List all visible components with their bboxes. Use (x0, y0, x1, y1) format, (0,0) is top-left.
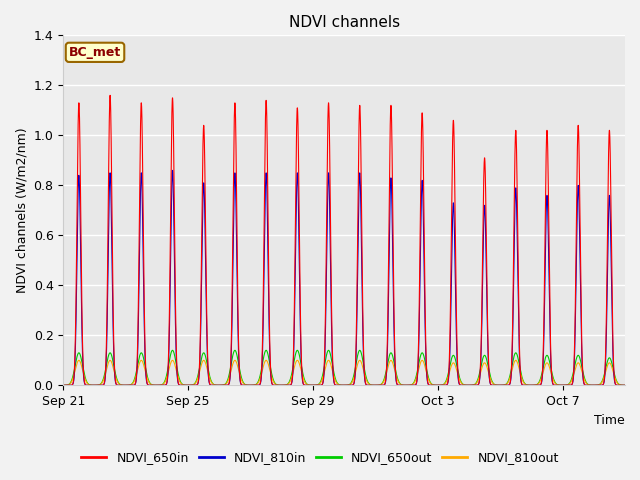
NDVI_810out (612, 377, 620, 383)
Text: BC_met: BC_met (69, 46, 121, 59)
NDVI_650out (403, 383, 411, 388)
NDVI_810in (210, 383, 218, 388)
NDVI_650in (210, 383, 218, 388)
NDVI_650in (612, 382, 620, 387)
NDVI_650in (60, 383, 67, 388)
NDVI_810in (621, 383, 629, 388)
NDVI_810in (403, 383, 411, 388)
Title: NDVI channels: NDVI channels (289, 15, 400, 30)
NDVI_810in (612, 382, 620, 387)
NDVI_810in (503, 383, 511, 388)
NDVI_810out (621, 383, 629, 388)
NDVI_810out (403, 383, 411, 388)
NDVI_810out (210, 382, 218, 387)
NDVI_650in (503, 383, 511, 388)
Line: NDVI_650out: NDVI_650out (63, 350, 625, 385)
NDVI_650out (412, 377, 419, 383)
NDVI_650in (403, 383, 411, 388)
NDVI_650in (621, 383, 629, 388)
NDVI_810out (503, 381, 511, 387)
NDVI_650out (169, 348, 177, 353)
NDVI_650out (612, 376, 620, 382)
NDVI_810in (412, 382, 419, 388)
Line: NDVI_810in: NDVI_810in (63, 170, 625, 385)
NDVI_650out (621, 383, 629, 388)
NDVI_810in (92, 383, 99, 388)
NDVI_650in (92, 383, 99, 388)
Line: NDVI_650in: NDVI_650in (63, 96, 625, 385)
NDVI_650in (106, 93, 114, 98)
NDVI_810out (60, 383, 67, 388)
NDVI_650out (60, 383, 67, 388)
Y-axis label: NDVI channels (W/m2/nm): NDVI channels (W/m2/nm) (15, 128, 28, 293)
NDVI_810out (75, 358, 83, 363)
NDVI_810in (60, 383, 67, 388)
Line: NDVI_810out: NDVI_810out (63, 360, 625, 385)
X-axis label: Time: Time (595, 414, 625, 427)
NDVI_810out (412, 378, 419, 384)
NDVI_810in (169, 168, 177, 173)
NDVI_650out (210, 382, 218, 387)
NDVI_650out (503, 381, 511, 386)
Legend: NDVI_650in, NDVI_810in, NDVI_650out, NDVI_810out: NDVI_650in, NDVI_810in, NDVI_650out, NDV… (76, 446, 564, 469)
NDVI_810out (92, 383, 99, 388)
NDVI_650out (92, 383, 99, 388)
NDVI_650in (412, 382, 419, 388)
